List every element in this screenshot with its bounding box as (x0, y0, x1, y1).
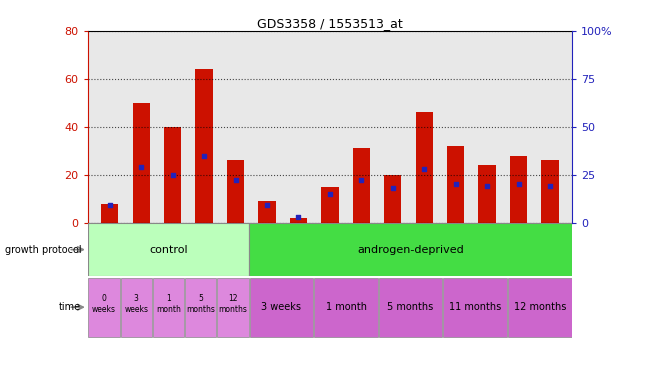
Text: time: time (59, 302, 81, 312)
Bar (510, 156, 527, 223)
Bar (353, 148, 370, 223)
Bar (443, 278, 507, 337)
Bar (250, 278, 313, 337)
Text: 3 weeks: 3 weeks (261, 302, 302, 312)
Point (419, 166, 430, 172)
Point (136, 164, 146, 170)
Point (324, 191, 335, 197)
Bar (321, 187, 339, 223)
Bar (541, 161, 558, 223)
Bar (164, 127, 181, 223)
Bar (249, 223, 572, 276)
Bar (384, 175, 402, 223)
Point (293, 214, 304, 220)
Bar (379, 278, 443, 337)
Bar (415, 112, 433, 223)
Text: 12 months: 12 months (514, 302, 566, 312)
Bar (133, 103, 150, 223)
Text: 1
month: 1 month (156, 295, 181, 314)
Text: 1 month: 1 month (326, 302, 367, 312)
Point (105, 202, 115, 209)
Bar (217, 278, 249, 337)
Bar (508, 278, 571, 337)
Text: 5
months: 5 months (187, 295, 215, 314)
Bar (120, 278, 152, 337)
Text: 0
weeks: 0 weeks (92, 295, 116, 314)
Bar (196, 69, 213, 223)
Bar (258, 201, 276, 223)
Point (387, 185, 398, 191)
Text: control: control (149, 245, 188, 255)
Point (262, 202, 272, 209)
Bar (88, 223, 249, 276)
Bar (185, 278, 216, 337)
Text: 11 months: 11 months (449, 302, 501, 312)
Text: 3
weeks: 3 weeks (124, 295, 148, 314)
Text: 12
months: 12 months (218, 295, 248, 314)
Point (545, 183, 555, 189)
Point (450, 181, 461, 187)
Text: 5 months: 5 months (387, 302, 434, 312)
Bar (314, 278, 378, 337)
Bar (447, 146, 464, 223)
Point (482, 183, 492, 189)
Point (356, 177, 367, 184)
Bar (153, 278, 184, 337)
Text: androgen-deprived: androgen-deprived (358, 245, 464, 255)
Point (230, 177, 240, 184)
Bar (101, 204, 118, 223)
Text: growth protocol: growth protocol (5, 245, 81, 255)
Point (514, 181, 524, 187)
Bar (290, 218, 307, 223)
Bar (88, 278, 120, 337)
Point (168, 172, 178, 178)
Bar (227, 161, 244, 223)
Point (199, 152, 209, 159)
Title: GDS3358 / 1553513_at: GDS3358 / 1553513_at (257, 17, 403, 30)
Bar (478, 165, 496, 223)
